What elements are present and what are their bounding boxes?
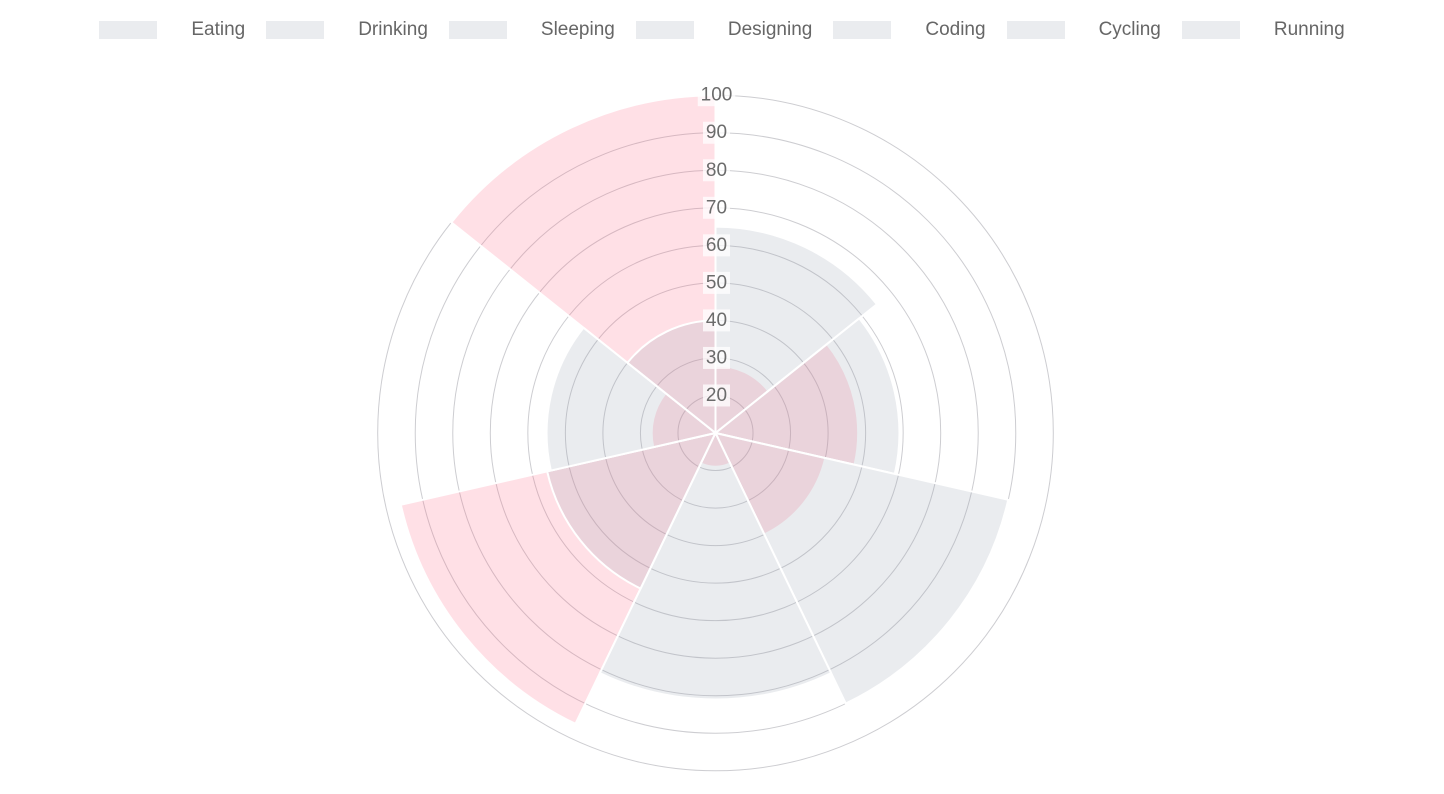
sector-sleeping-pink-series[interactable] [714, 432, 827, 536]
legend-swatch [635, 20, 694, 39]
legend-swatch [266, 20, 325, 39]
tick-backdrop-70 [703, 196, 730, 219]
legend-label: Sleeping [540, 19, 615, 40]
tick-label-70: 70 [706, 197, 727, 218]
legend-item-cycling[interactable]: Cycling [1006, 19, 1161, 40]
tick-label-60: 60 [706, 235, 727, 256]
legend-label: Designing [727, 19, 813, 40]
tick-backdrop-80 [703, 159, 730, 182]
sector-drinking-pink-series[interactable] [714, 343, 860, 466]
tick-backdrop-20 [703, 384, 730, 407]
sector-eating-gray-series[interactable] [714, 225, 878, 434]
sector-sleeping-gray-series[interactable] [714, 432, 1010, 705]
tick-backdrop-30 [703, 346, 730, 369]
legend-label: Eating [191, 19, 246, 40]
legend-item-eating[interactable]: Eating [99, 20, 245, 39]
tick-label-50: 50 [706, 272, 727, 293]
legend-label: Running [1273, 19, 1345, 40]
legend: Eating Drinking Sleeping Designing Coding Cyc… [0, 20, 1444, 39]
tick-backdrop-50 [703, 271, 730, 294]
legend-swatch [448, 20, 507, 39]
tick-backdrop-40 [703, 309, 730, 332]
legend-item-running[interactable]: Running [1181, 19, 1345, 40]
legend-swatch [833, 20, 892, 39]
legend-label: Cycling [1098, 19, 1161, 40]
legend-swatch [99, 20, 158, 39]
legend-label: Drinking [358, 19, 428, 40]
tick-label-20: 20 [706, 385, 727, 406]
legend-swatch [1181, 20, 1240, 39]
legend-item-drinking[interactable]: Drinking [266, 20, 428, 39]
legend-swatch [1006, 20, 1065, 39]
tick-backdrop-90 [703, 121, 730, 144]
sector-drinking-gray-series[interactable] [714, 317, 901, 475]
tick-label-30: 30 [706, 347, 727, 368]
tick-backdrop-100 [697, 84, 736, 107]
sector-cycling-pink-series[interactable] [650, 392, 717, 449]
tick-label-90: 90 [706, 122, 727, 143]
legend-item-sleeping[interactable]: Sleeping [448, 19, 615, 40]
sector-running-pink-series[interactable] [450, 94, 717, 434]
tick-label-40: 40 [706, 310, 727, 331]
legend-item-designing[interactable]: Designing [635, 19, 813, 40]
tick-label-80: 80 [706, 160, 727, 181]
legend-label: Coding [925, 19, 986, 40]
sector-cycling-gray-series[interactable] [545, 326, 717, 472]
sector-designing-gray-series[interactable] [598, 432, 833, 701]
legend-item-coding[interactable]: Coding [833, 19, 986, 40]
sector-coding-pink-series[interactable] [399, 432, 717, 725]
tick-backdrop-60 [703, 234, 730, 257]
tick-label-100: 100 [701, 85, 733, 106]
sector-coding-gray-series[interactable] [546, 432, 717, 590]
